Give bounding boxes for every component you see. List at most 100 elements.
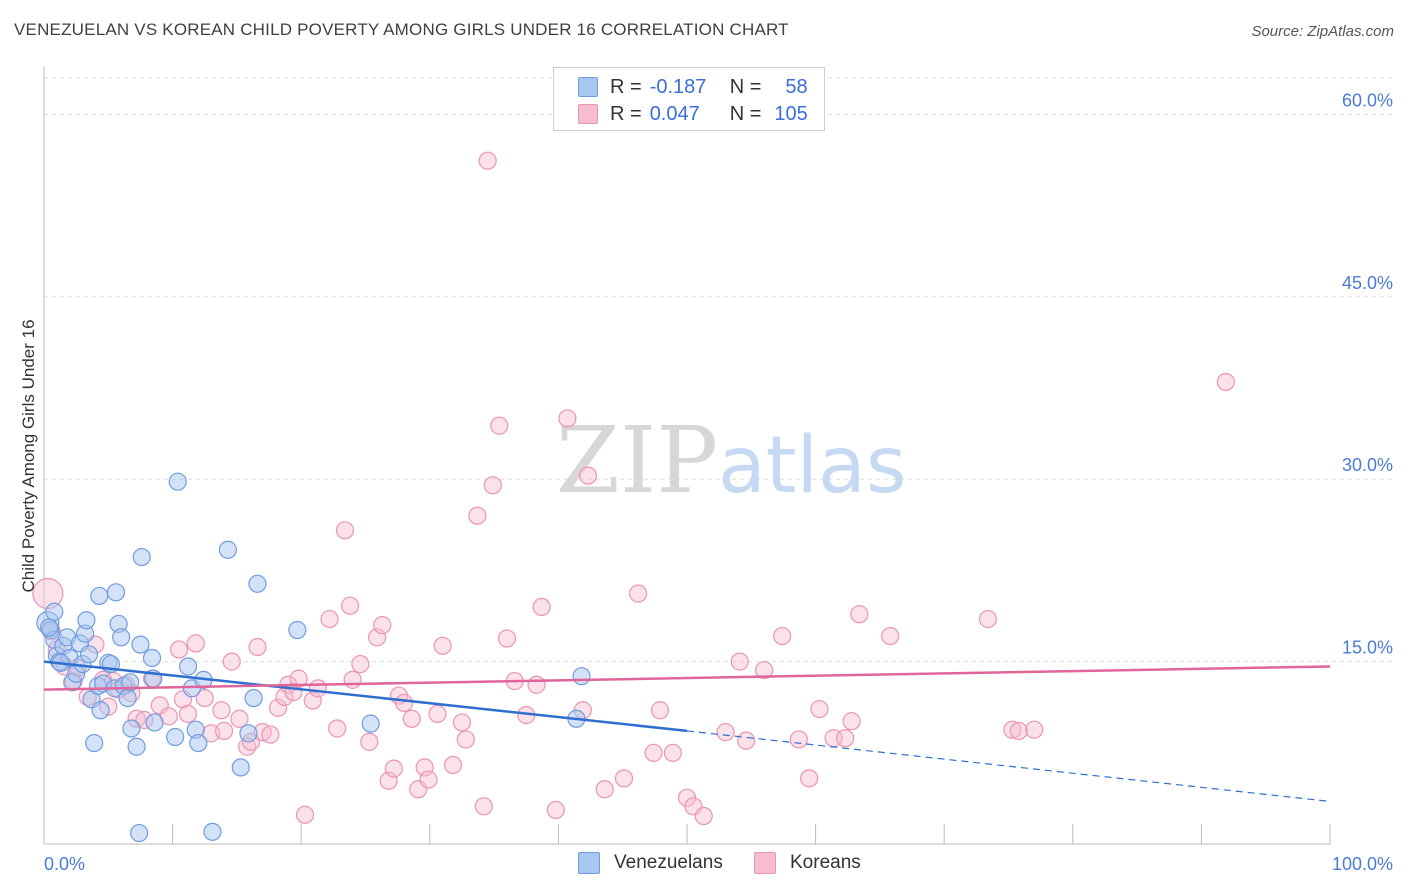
venezuelan-point bbox=[118, 688, 137, 708]
venezuelan-point bbox=[132, 547, 151, 567]
watermark-zip: ZIP bbox=[556, 407, 718, 514]
venezuelan-point bbox=[45, 602, 64, 621]
venezuelan-point bbox=[166, 727, 185, 747]
korean-point bbox=[497, 629, 517, 648]
legend-n-value: 105 bbox=[774, 102, 808, 125]
korean-point bbox=[836, 729, 855, 748]
korean-point bbox=[214, 721, 234, 741]
korean-point bbox=[335, 521, 355, 540]
korean-point bbox=[343, 670, 362, 689]
axes bbox=[43, 66, 1331, 845]
korean-point bbox=[195, 688, 214, 708]
legend-row-koreans: R = 0.047 N = 105 bbox=[578, 102, 808, 126]
korean-point bbox=[1025, 720, 1044, 739]
korean-point bbox=[468, 506, 487, 525]
korean-point bbox=[268, 698, 288, 717]
bottom-legend-label: Venezuelans bbox=[614, 852, 723, 873]
korean-point bbox=[230, 709, 249, 728]
legend-r-label: R = bbox=[610, 102, 642, 125]
korean-point bbox=[428, 704, 447, 724]
venezuelan-point bbox=[77, 611, 96, 630]
korean-point bbox=[842, 712, 861, 731]
korean-point bbox=[629, 584, 648, 603]
korean-point bbox=[490, 416, 509, 435]
korean-point bbox=[443, 755, 463, 775]
venezuelan-point bbox=[40, 618, 59, 637]
venezuelan-point bbox=[145, 713, 164, 732]
korean-point bbox=[595, 780, 614, 799]
korean-point bbox=[614, 769, 634, 788]
korean-point bbox=[789, 730, 808, 749]
legend-row-venezuelans: R = -0.187 N = 58 bbox=[578, 75, 808, 99]
korean-point bbox=[650, 701, 670, 720]
bottom-legend-koreans: Koreans bbox=[754, 852, 861, 874]
korean-point bbox=[261, 725, 280, 744]
korean-point bbox=[1009, 721, 1028, 741]
korean-point bbox=[532, 597, 551, 617]
venezuelan-point bbox=[131, 635, 150, 654]
bottom-legend-label: Koreans bbox=[790, 852, 861, 873]
tick-labels: 15.0% 30.0% 45.0% 60.0% 0.0% 100.0% bbox=[44, 90, 1393, 874]
korean-point bbox=[694, 806, 713, 826]
venezuelans-trend-line bbox=[43, 660, 688, 733]
y-tick-label: 15.0% bbox=[1342, 638, 1393, 658]
venezuelan-point bbox=[248, 574, 267, 593]
y-tick-label: 45.0% bbox=[1342, 273, 1393, 293]
korean-point bbox=[295, 805, 315, 824]
x-tick-label: 100.0% bbox=[1332, 854, 1393, 874]
korean-point bbox=[178, 704, 198, 724]
legend-n-label: N = bbox=[729, 102, 762, 125]
venezuelan-point bbox=[79, 645, 99, 664]
venezuelan-point bbox=[203, 822, 222, 841]
y-tick-label: 60.0% bbox=[1342, 90, 1393, 110]
korean-point bbox=[419, 770, 438, 789]
venezuelan-point bbox=[91, 701, 110, 720]
korean-point bbox=[737, 731, 756, 750]
venezuelan-point bbox=[239, 724, 258, 743]
y-axis-label: Child Poverty Among Girls Under 16 bbox=[19, 319, 38, 592]
korean-point bbox=[773, 626, 792, 646]
venezuelan-point bbox=[130, 823, 149, 843]
venezuelan-point bbox=[361, 714, 380, 733]
y-tick-label: 30.0% bbox=[1342, 455, 1393, 475]
venezuelan-point bbox=[106, 583, 126, 602]
korean-point bbox=[1003, 720, 1022, 739]
korean-point bbox=[373, 616, 392, 635]
koreans-swatch bbox=[754, 852, 776, 874]
legend-r-value: -0.187 bbox=[649, 75, 707, 98]
korean-point bbox=[394, 693, 414, 713]
watermark: ZIP atlas bbox=[556, 407, 907, 514]
korean-point bbox=[248, 637, 267, 657]
korean-point bbox=[483, 476, 502, 495]
venezuelan-point bbox=[90, 586, 109, 606]
korean-point bbox=[527, 675, 546, 694]
venezuelan-point bbox=[121, 673, 140, 692]
venezuelan-point bbox=[142, 648, 162, 668]
koreans-trend-line bbox=[43, 665, 1331, 691]
venezuelan-point bbox=[168, 472, 187, 491]
korean-point bbox=[384, 759, 403, 778]
venezuelan-point bbox=[122, 719, 141, 738]
stats-legend: R = -0.187 N = 58 R = 0.047 N = 105 bbox=[553, 67, 825, 131]
venezuelan-point bbox=[288, 620, 307, 640]
venezuelans-points bbox=[36, 472, 591, 843]
watermark-atlas: atlas bbox=[718, 421, 907, 511]
korean-point bbox=[340, 596, 360, 615]
venezuelan-point bbox=[244, 688, 263, 708]
legend-r-value: 0.047 bbox=[649, 102, 700, 125]
korean-point bbox=[308, 679, 328, 698]
korean-point bbox=[1216, 372, 1235, 392]
venezuelan-point bbox=[572, 667, 591, 686]
x-tick-label: 0.0% bbox=[44, 854, 85, 874]
korean-point bbox=[810, 699, 829, 719]
korean-point bbox=[663, 743, 682, 762]
grid-lines bbox=[44, 77, 1392, 663]
korean-point bbox=[546, 800, 565, 820]
korean-point bbox=[800, 769, 819, 788]
venezuelan-point bbox=[127, 737, 146, 756]
venezuelans-swatch bbox=[578, 852, 600, 874]
korean-point bbox=[402, 709, 421, 728]
korean-point bbox=[452, 713, 472, 732]
bottom-legend-venezuelans: Venezuelans bbox=[578, 852, 723, 874]
